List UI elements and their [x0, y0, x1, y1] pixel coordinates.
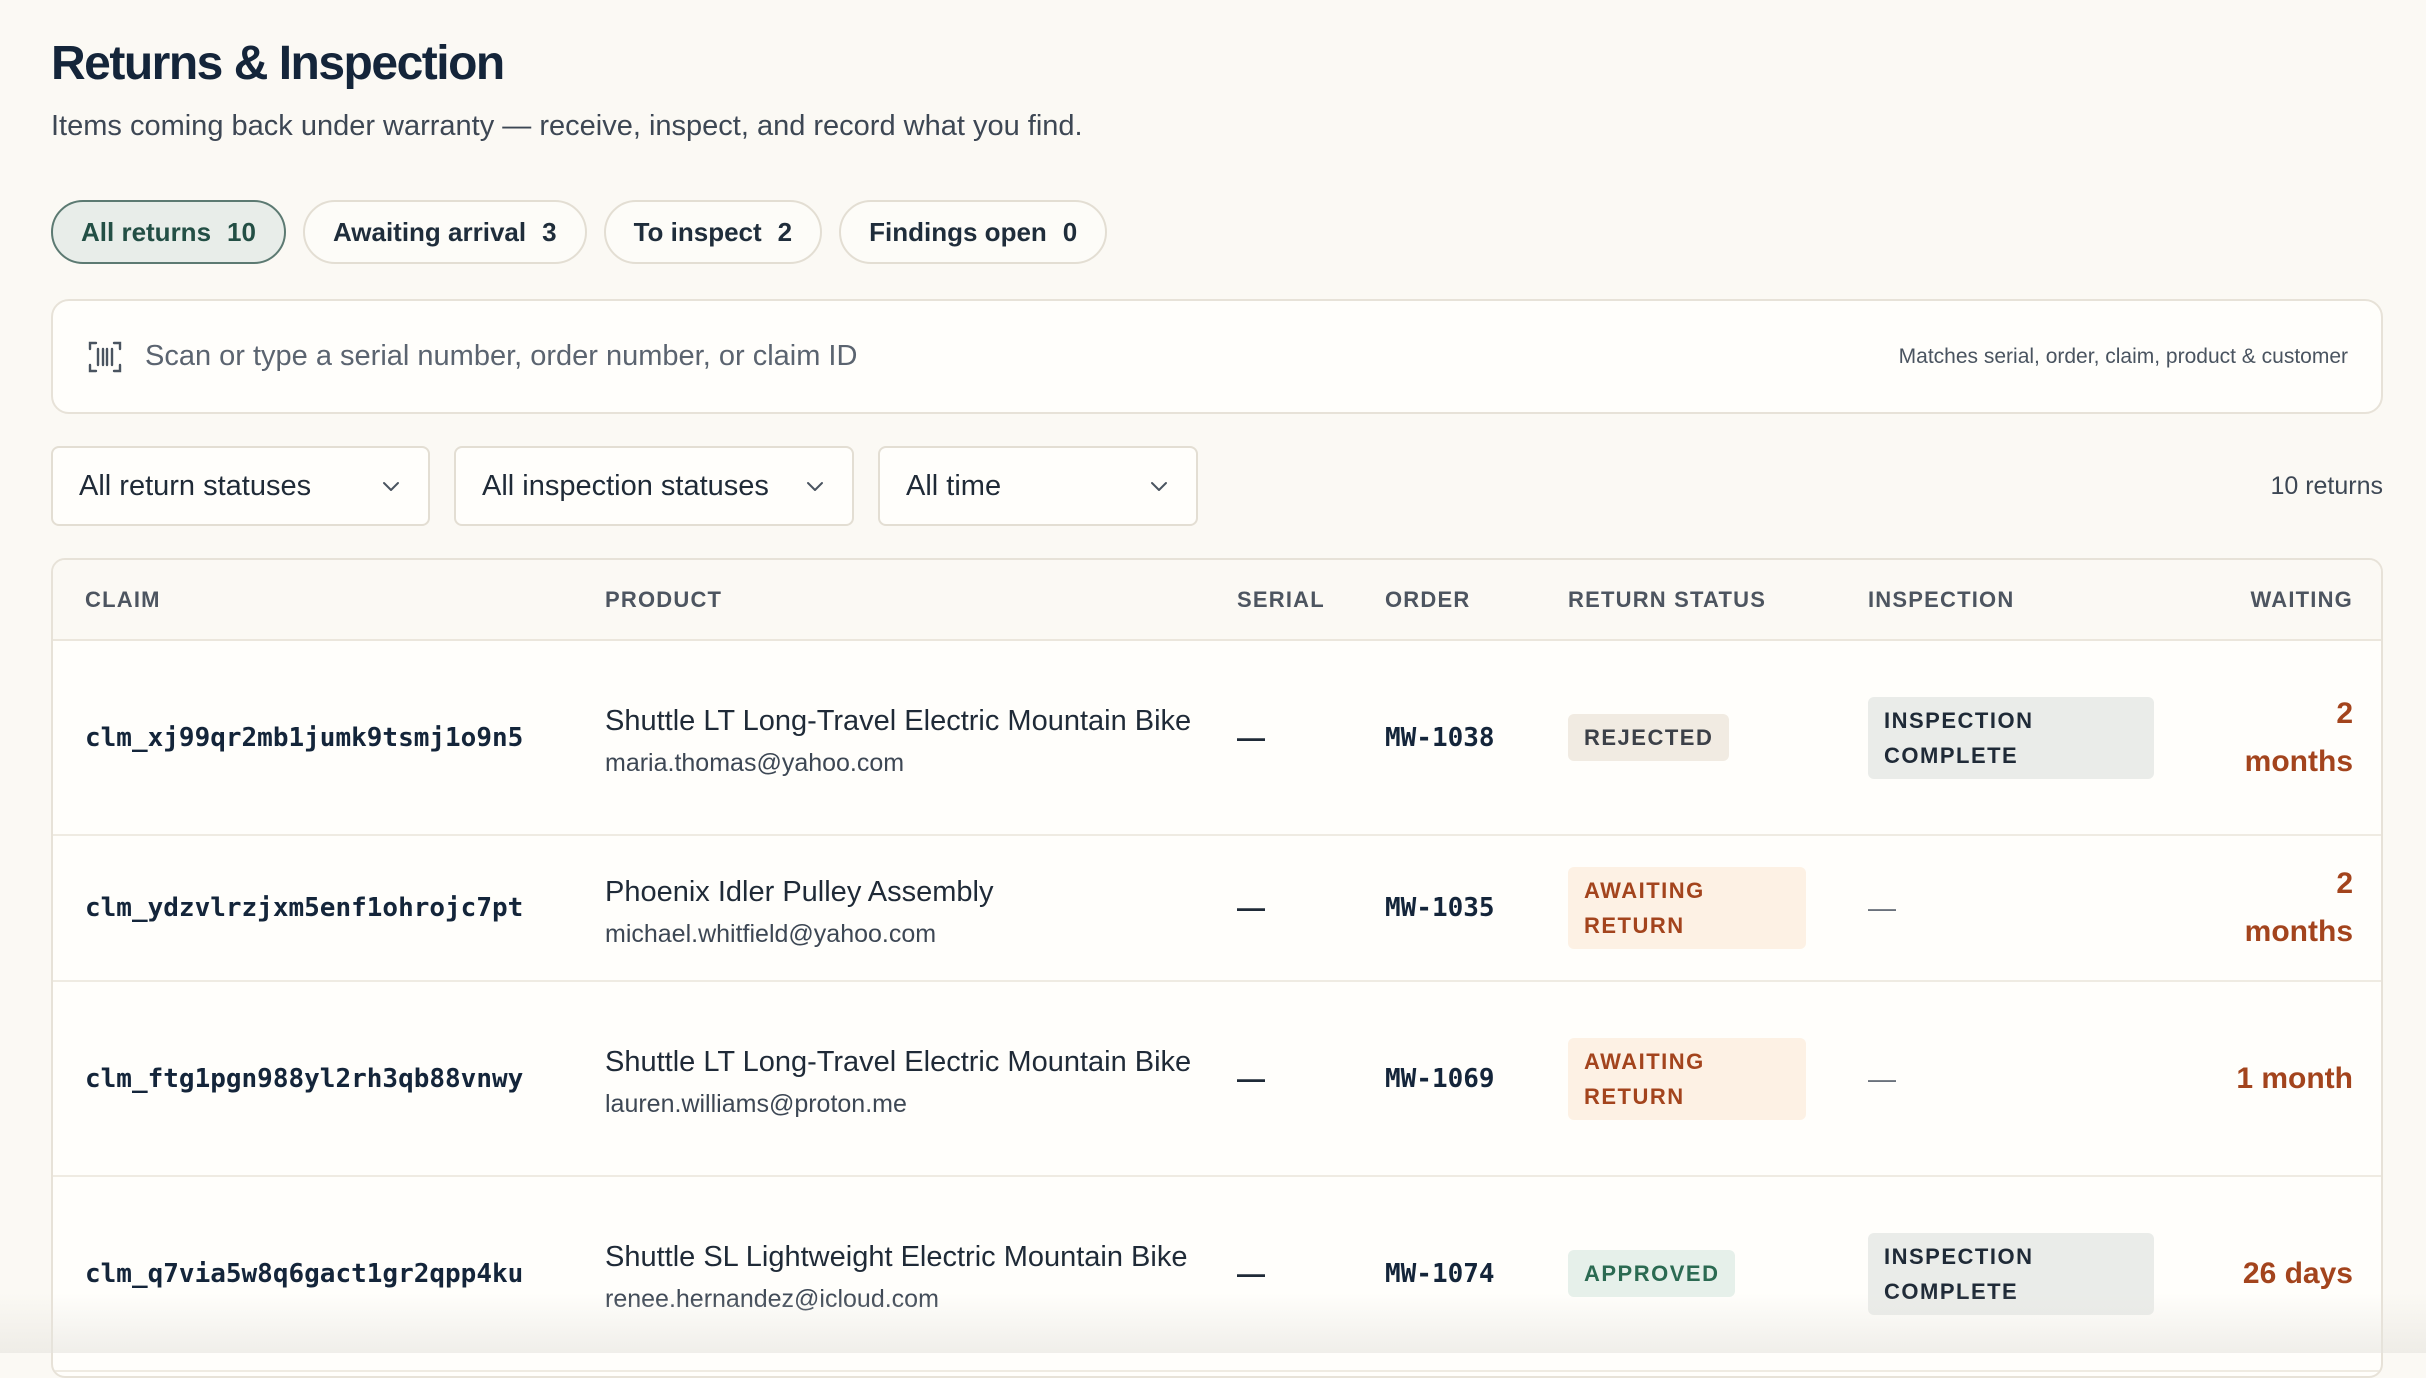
status-tabs: All returns 10 Awaiting arrival 3 To ins…	[51, 200, 1108, 264]
result-count: 10 returns	[2270, 472, 2383, 500]
tab-label: Findings open	[869, 216, 1047, 247]
order-number: MW-1069	[1385, 981, 1568, 1177]
inspection-badge: INSPECTION COMPLETE	[1868, 1232, 2154, 1315]
page-subtitle: Items coming back under warranty — recei…	[51, 110, 1083, 142]
tab-count: 2	[777, 216, 793, 247]
tab-label: All returns	[81, 216, 212, 247]
tab-findings-open[interactable]: Findings open 0	[839, 200, 1108, 264]
waiting-time: 26 days	[2188, 1176, 2381, 1372]
column-header-serial[interactable]: SERIAL	[1237, 560, 1385, 641]
table-row[interactable]: clm_ftg1pgn988yl2rh3qb88vnwy Shuttle LT …	[53, 981, 2381, 1177]
serial: —	[1237, 981, 1385, 1177]
chevron-down-icon	[807, 482, 823, 491]
serial: —	[1237, 835, 1385, 982]
inspection-cell: INSPECTION COMPLETE	[1868, 640, 2188, 836]
column-header-claim[interactable]: CLAIM	[53, 560, 605, 641]
table-row[interactable]: clm_xj99qr2mb1jumk9tsmj1o9n5 Shuttle LT …	[53, 640, 2381, 836]
page-title: Returns & Inspection	[51, 37, 505, 90]
column-header-return-status[interactable]: RETURN STATUS	[1568, 560, 1868, 641]
claim-id: clm_xj99qr2mb1jumk9tsmj1o9n5	[53, 640, 605, 836]
table-row[interactable]: clm_q7via5w8q6gact1gr2qpp4ku Shuttle SL …	[53, 1176, 2381, 1372]
product-cell: Phoenix Idler Pulley Assembly michael.wh…	[605, 835, 1237, 982]
return-status-cell: AWAITING RETURN	[1568, 835, 1868, 982]
serial: —	[1237, 1176, 1385, 1372]
product-name: Shuttle SL Lightweight Electric Mountain…	[605, 1241, 1188, 1273]
tab-label: Awaiting arrival	[332, 216, 527, 247]
select-value: All return statuses	[79, 469, 312, 502]
product-cell: Shuttle LT Long-Travel Electric Mountain…	[605, 640, 1237, 836]
customer-email: renee.hernandez@icloud.com	[605, 1285, 939, 1313]
tab-to-inspect[interactable]: To inspect 2	[603, 200, 823, 264]
inspection-cell: —	[1868, 981, 2188, 1177]
return-status-cell: REJECTED	[1568, 640, 1868, 836]
inspection-empty: —	[1868, 892, 1896, 923]
tab-awaiting-arrival[interactable]: Awaiting arrival 3	[302, 200, 587, 264]
claim-id: clm_ftg1pgn988yl2rh3qb88vnwy	[53, 981, 605, 1177]
column-header-product[interactable]: PRODUCT	[605, 560, 1237, 641]
tab-count: 0	[1062, 216, 1078, 247]
status-badge: AWAITING RETURN	[1568, 867, 1806, 949]
search-hint: Matches serial, order, claim, product & …	[1898, 344, 2348, 368]
search-bar: Matches serial, order, claim, product & …	[51, 299, 2383, 414]
select-value: All time	[906, 469, 1002, 502]
tab-all-returns[interactable]: All returns 10	[51, 200, 286, 264]
product-name: Shuttle LT Long-Travel Electric Mountain…	[605, 1046, 1192, 1078]
filters: All return statuses All inspection statu…	[51, 446, 1198, 526]
serial: —	[1237, 640, 1385, 836]
waiting-time: 2 months	[2188, 640, 2381, 836]
waiting-time: 1 month	[2188, 981, 2381, 1177]
customer-email: lauren.williams@proton.me	[605, 1090, 907, 1118]
tab-count: 10	[227, 216, 256, 247]
table-row[interactable]: clm_ydzvlrzjxm5enf1ohrojc7pt Phoenix Idl…	[53, 835, 2381, 982]
barcode-scan-icon	[88, 341, 122, 372]
product-name: Phoenix Idler Pulley Assembly	[605, 875, 994, 908]
return-status-select[interactable]: All return statuses	[51, 446, 430, 526]
customer-email: maria.thomas@yahoo.com	[605, 749, 905, 777]
status-badge: AWAITING RETURN	[1568, 1037, 1806, 1120]
table-header: CLAIM PRODUCT SERIAL ORDER RETURN STATUS…	[53, 560, 2381, 641]
order-number: MW-1038	[1385, 640, 1568, 836]
select-value: All inspection statuses	[482, 469, 769, 502]
inspection-cell: —	[1868, 835, 2188, 982]
claim-id: clm_ydzvlrzjxm5enf1ohrojc7pt	[53, 835, 605, 982]
inspection-status-select[interactable]: All inspection statuses	[454, 446, 854, 526]
chevron-down-icon	[383, 482, 399, 491]
returns-table: CLAIM PRODUCT SERIAL ORDER RETURN STATUS…	[51, 558, 2383, 1378]
time-range-select[interactable]: All time	[878, 446, 1198, 526]
chevron-down-icon	[1151, 482, 1167, 491]
product-cell: Shuttle SL Lightweight Electric Mountain…	[605, 1176, 1237, 1372]
return-status-cell: AWAITING RETURN	[1568, 981, 1868, 1177]
inspection-empty: —	[1868, 1062, 1896, 1094]
column-header-waiting[interactable]: WAITING	[2188, 560, 2381, 641]
inspection-cell: INSPECTION COMPLETE	[1868, 1176, 2188, 1372]
product-name: Shuttle LT Long-Travel Electric Mountain…	[605, 705, 1192, 737]
return-status-cell: APPROVED	[1568, 1176, 1868, 1372]
order-number: MW-1074	[1385, 1176, 1568, 1372]
status-badge: REJECTED	[1568, 714, 1730, 761]
search-input[interactable]	[145, 340, 1545, 373]
product-cell: Shuttle LT Long-Travel Electric Mountain…	[605, 981, 1237, 1177]
order-number: MW-1035	[1385, 835, 1568, 982]
claim-id: clm_q7via5w8q6gact1gr2qpp4ku	[53, 1176, 605, 1372]
customer-email: michael.whitfield@yahoo.com	[605, 919, 937, 948]
column-header-inspection[interactable]: INSPECTION	[1868, 560, 2188, 641]
column-header-order[interactable]: ORDER	[1385, 560, 1568, 641]
inspection-badge: INSPECTION COMPLETE	[1868, 696, 2154, 779]
tab-label: To inspect	[633, 216, 762, 247]
status-badge: APPROVED	[1568, 1250, 1736, 1297]
tab-count: 3	[542, 216, 557, 247]
waiting-time: 2 months	[2188, 835, 2381, 982]
